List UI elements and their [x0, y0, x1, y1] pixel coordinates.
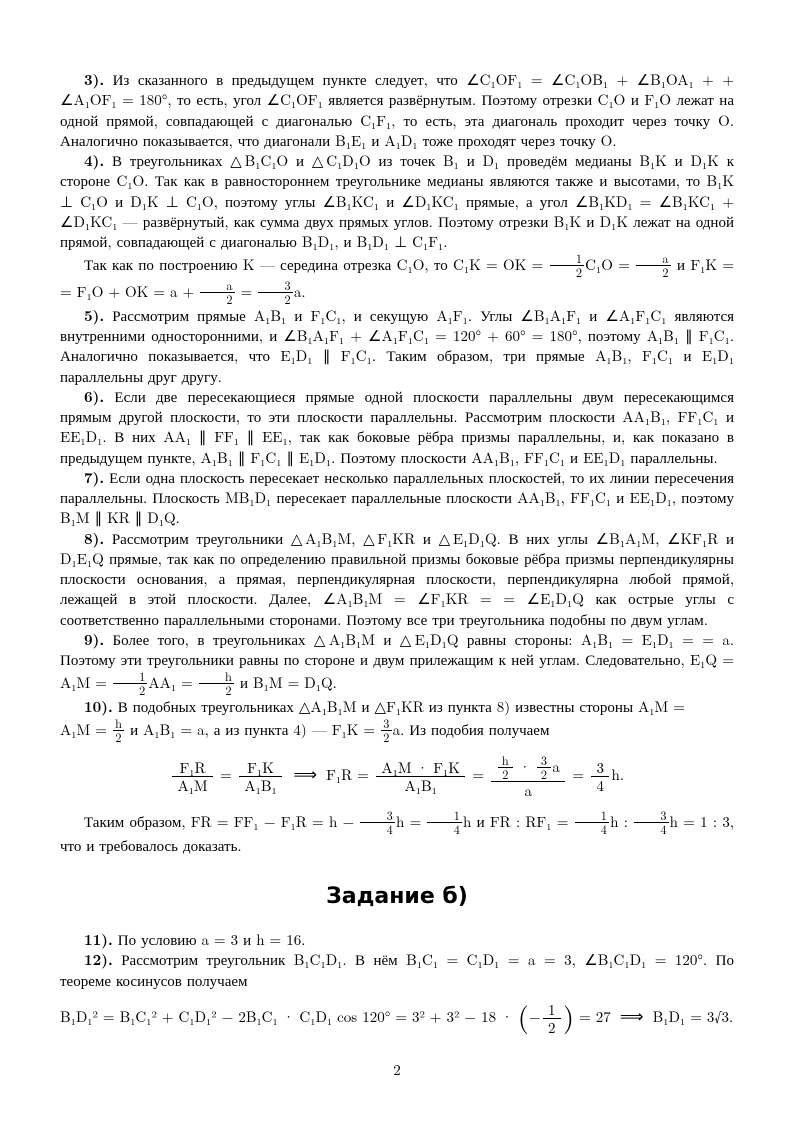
- text-9a-t: AA₁ =: [148, 673, 197, 694]
- frac-14-1: 14: [427, 809, 462, 836]
- d2-lhs: B₁D₁² = B₁C₁² + C₁D₁² − 2B₁C₁ · C₁D₁ cos…: [60, 1006, 518, 1027]
- label-10: 10).: [84, 696, 113, 717]
- label-3: 3).: [84, 69, 104, 90]
- frac-h2-3: h2: [498, 754, 513, 781]
- display-eq-2: B₁D₁² = B₁C₁² + C₁D₁² − 2B₁C₁ · C₁D₁ cos…: [60, 1001, 734, 1037]
- label-11: 11).: [84, 929, 113, 950]
- text-4b: Так как по построению K — середина отрез…: [84, 254, 549, 275]
- d1-tail: h.: [612, 764, 625, 785]
- text-8: Рассмотрим треугольники △A₁B₁M, △F₁KR и …: [60, 528, 734, 630]
- label-4: 4).: [84, 150, 104, 171]
- para-11: 11). По условию a = 3 и h = 16.: [60, 930, 734, 950]
- para-6: 6). Если две пересекающиеся прямые одной…: [60, 387, 734, 468]
- text-9a-t2: и B₁M = D₁Q.: [235, 673, 337, 694]
- text-4a: В треугольниках △B₁C₁O и △C₁D₁O из точек…: [60, 150, 734, 252]
- para-4a: 4). В треугольниках △B₁C₁O и △C₁D₁O из т…: [60, 151, 734, 252]
- text-3: Из сказанного в предыдущем пункте следуе…: [60, 69, 734, 151]
- page-number: 2: [60, 1060, 734, 1080]
- d2-tail: B₁D₁ = 3√3.: [648, 1006, 733, 1027]
- frac-a2-1: a2: [636, 252, 671, 279]
- para-4b: Так как по построению K — середина отрез…: [60, 252, 734, 306]
- dfrac-4: h2 · 32a a: [491, 754, 565, 799]
- para-3: 3). Из сказанного в предыдущем пункте сл…: [60, 70, 734, 151]
- frac-32-1: 32: [258, 279, 293, 306]
- frac-h2-1: h2: [199, 670, 234, 697]
- frac-32-3: 32: [537, 754, 552, 781]
- d2-tail-pre: = 27: [574, 1006, 616, 1027]
- d1-r1: F₁R =: [326, 764, 374, 785]
- frac-h2-2: h2: [113, 717, 124, 744]
- para-12: 12). Рассмотрим треугольник B₁C₁D₁. В нё…: [60, 950, 734, 991]
- dfrac-2: F₁KA₁B₁: [239, 759, 282, 795]
- text-10a-pre: A₁M =: [60, 720, 112, 741]
- display-eq-1: F₁RA₁M = F₁KA₁B₁ ⟹ F₁R = A₁M · F₁KA₁B₁ =…: [60, 754, 734, 799]
- dfrac-5: 34: [591, 759, 609, 795]
- para-5: 5). Рассмотрим прямые A₁B₁ и F₁C₁, и сек…: [60, 306, 734, 387]
- dfrac-3: A₁M · F₁KA₁B₁: [376, 759, 465, 795]
- text-5: Рассмотрим прямые A₁B₁ и F₁C₁, и секущую…: [60, 305, 734, 387]
- text-6: Если две пересекающиеся прямые одной пло…: [60, 386, 734, 468]
- text-10a: В подобных треугольниках △A₁B₁M и △F₁KR …: [113, 696, 685, 717]
- frac-half-2: 12: [113, 670, 148, 697]
- frac-32-2: 32: [381, 717, 392, 744]
- dfrac-1: F₁RA₁M: [172, 759, 213, 795]
- label-9: 9).: [84, 629, 104, 650]
- implies-icon-2: ⟹: [616, 1003, 648, 1027]
- para-8: 8). Рассмотрим треугольники △A₁B₁M, △F₁K…: [60, 529, 734, 630]
- text-4b-t3: =: [236, 281, 258, 302]
- text-10a-tail: a. Из подобия получаем: [393, 720, 550, 741]
- text-tak-m: h =: [396, 811, 427, 832]
- text-tak-m2: h и FR : RF₁ =: [463, 811, 574, 832]
- frac-34-1: 34: [360, 809, 395, 836]
- text-7: Если одна плоскость пересекает несколько…: [60, 467, 734, 529]
- para-7: 7). Если одна плоскость пересекает неско…: [60, 468, 734, 529]
- label-8: 8).: [84, 528, 104, 549]
- label-6: 6).: [84, 386, 104, 407]
- label-12: 12).: [84, 949, 113, 970]
- dfrac-neg-half: 12: [543, 1001, 561, 1037]
- implies-icon: ⟹: [289, 761, 321, 785]
- text-4b-t: C₁O =: [585, 254, 635, 275]
- text-12: Рассмотрим треугольник B₁C₁D₁. В нём B₁C…: [60, 949, 734, 990]
- text-11: По условию a = 3 и h = 16.: [113, 929, 306, 950]
- label-7: 7).: [84, 467, 104, 488]
- para-10-line2: A₁M = h2 и A₁B₁ = a, а из пункта 4) — F₁…: [60, 717, 734, 744]
- heading-task-b: Задание б): [60, 882, 734, 912]
- label-5: 5).: [84, 305, 104, 326]
- para-conclusion: Таким образом, FR = FF₁ − F₁R = h − 34h …: [60, 809, 734, 856]
- frac-a2-2: a2: [200, 279, 235, 306]
- page: 3). Из сказанного в предыдущем пункте сл…: [0, 0, 794, 1121]
- frac-14-2: 14: [575, 809, 610, 836]
- para-9: 9). Более того, в треугольниках △A₁B₁M и…: [60, 630, 734, 697]
- text-4b-t4: a.: [294, 281, 306, 302]
- text-tak: Таким образом, FR = FF₁ − F₁R = h −: [84, 811, 360, 832]
- text-10a-mid: и A₁B₁ = a, а из пункта 4) — F₁K =: [125, 720, 380, 741]
- frac-half-1: 12: [550, 252, 585, 279]
- text-tak-m3: h :: [610, 811, 633, 832]
- para-10-line1: 10). В подобных треугольниках △A₁B₁M и △…: [60, 697, 734, 717]
- frac-34-2: 34: [634, 809, 669, 836]
